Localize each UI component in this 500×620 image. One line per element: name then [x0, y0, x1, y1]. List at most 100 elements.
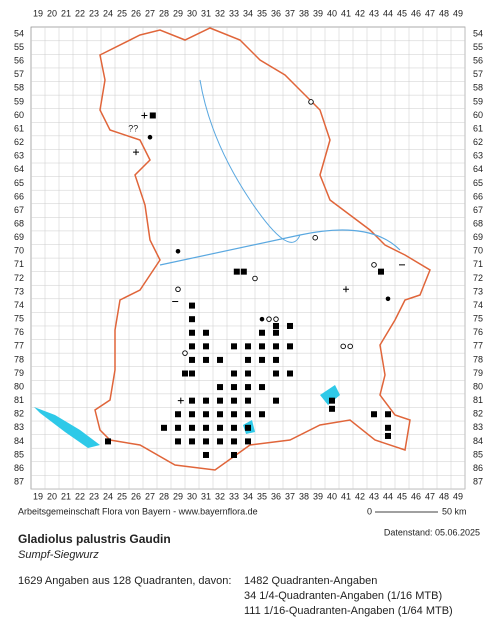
column-label: 34 [243, 491, 253, 501]
column-label: 26 [131, 491, 141, 501]
square-marker [231, 343, 237, 350]
column-label: 29 [173, 8, 183, 18]
circle-marker [182, 350, 188, 356]
lake [34, 407, 100, 448]
row-label: 84 [14, 436, 24, 446]
square-marker [217, 411, 223, 418]
square-marker [259, 356, 265, 363]
row-label: 57 [473, 69, 483, 79]
plus-marker [177, 397, 184, 404]
column-label: 25 [117, 491, 127, 501]
circle-marker [175, 286, 181, 293]
row-label: 73 [14, 286, 24, 296]
column-label: 45 [397, 8, 407, 18]
square-marker [203, 329, 209, 336]
square-marker [259, 411, 265, 418]
row-label: 85 [14, 449, 24, 459]
column-label: 49 [453, 491, 463, 501]
column-label: 24 [103, 491, 113, 501]
dot-marker [147, 134, 153, 140]
row-label: 76 [14, 327, 24, 337]
square-marker [217, 384, 223, 391]
scale-start: 0 [367, 506, 372, 516]
square-marker [189, 370, 195, 377]
column-label: 20 [47, 491, 57, 501]
row-label: 56 [14, 56, 24, 66]
dot-marker [259, 316, 265, 322]
state-border [94, 27, 431, 471]
square-marker [189, 343, 195, 350]
column-label: 43 [369, 491, 379, 501]
square-marker [385, 411, 391, 418]
column-label: 47 [425, 491, 435, 501]
column-label: 22 [75, 8, 85, 18]
square-marker [385, 424, 391, 431]
row-label: 56 [473, 56, 483, 66]
square-marker [245, 424, 251, 431]
square-marker [203, 343, 209, 350]
column-label: 49 [453, 8, 463, 18]
row-label: 72 [14, 273, 24, 283]
circle-marker [340, 343, 346, 350]
row-label: 60 [14, 110, 24, 120]
square-marker [287, 370, 293, 377]
row-label: 80 [473, 381, 483, 391]
row-label: 68 [473, 218, 483, 228]
column-label: 38 [299, 491, 309, 501]
column-label: 29 [173, 491, 183, 501]
question-marker: ?? [128, 123, 138, 133]
plus-marker [203, 397, 209, 404]
row-label: 62 [14, 137, 24, 147]
row-label: 69 [14, 232, 24, 242]
column-label: 27 [145, 8, 155, 18]
markers: ?? [105, 99, 405, 458]
row-label: 61 [14, 123, 24, 133]
row-label: 67 [473, 205, 483, 215]
row-label: 79 [14, 368, 24, 378]
square-marker [273, 356, 279, 363]
plus-marker [133, 149, 139, 156]
circle-marker [266, 316, 272, 322]
square-marker [378, 268, 384, 275]
column-label: 20 [47, 8, 57, 18]
column-label: 38 [299, 8, 309, 18]
row-label: 80 [14, 381, 24, 391]
lake [320, 385, 340, 405]
circle-marker [347, 343, 353, 350]
row-label: 62 [473, 137, 483, 147]
square-marker [259, 384, 265, 391]
column-label: 37 [285, 491, 295, 501]
square-marker [273, 322, 279, 329]
square-marker [245, 397, 251, 404]
column-label: 27 [145, 491, 155, 501]
column-label: 40 [327, 8, 337, 18]
column-label: 31 [201, 491, 211, 501]
row-label: 86 [473, 463, 483, 473]
column-label: 44 [383, 491, 393, 501]
square-marker [203, 411, 209, 418]
column-label: 22 [75, 491, 85, 501]
column-label: 21 [61, 491, 71, 501]
column-label: 24 [103, 8, 113, 18]
row-label: 68 [14, 218, 24, 228]
row-label: 55 [473, 42, 483, 52]
row-label: 81 [473, 395, 483, 405]
column-label: 34 [243, 8, 253, 18]
column-label: 40 [327, 491, 337, 501]
square-marker [259, 343, 265, 350]
row-label: 54 [473, 28, 483, 38]
square-marker [189, 438, 195, 445]
column-label: 28 [159, 491, 169, 501]
square-marker [231, 411, 237, 418]
row-label: 64 [473, 164, 483, 174]
square-marker [259, 329, 265, 336]
square-marker [245, 343, 251, 350]
column-label: 46 [411, 491, 421, 501]
column-label: 30 [187, 8, 197, 18]
square-marker [203, 356, 209, 363]
column-label: 23 [89, 491, 99, 501]
square-marker [203, 438, 209, 445]
row-label: 75 [14, 314, 24, 324]
row-label: 83 [473, 422, 483, 432]
